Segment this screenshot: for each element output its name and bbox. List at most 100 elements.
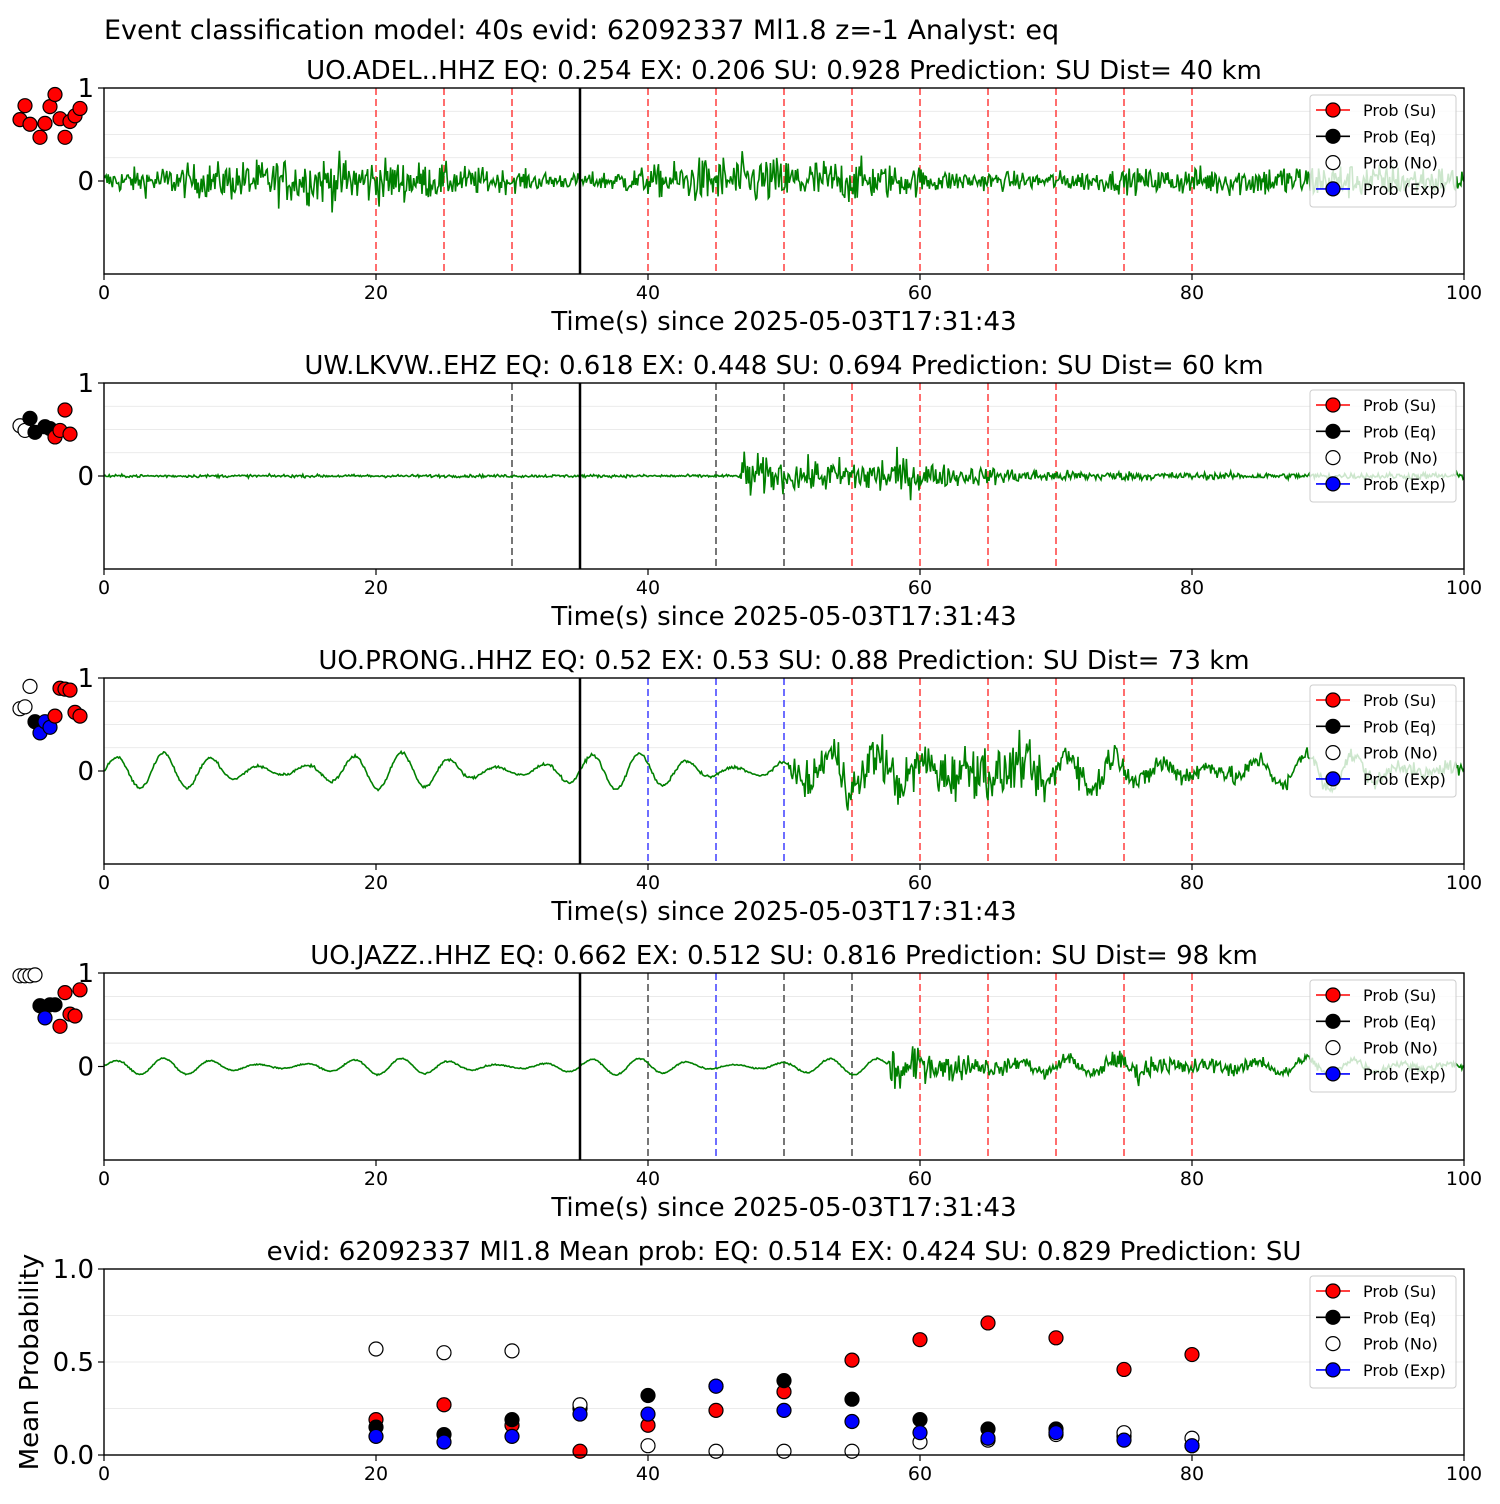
x-tick-label: 100 xyxy=(1446,577,1482,599)
mean-prob-marker-su xyxy=(1116,1361,1132,1378)
probability-marker-su xyxy=(72,708,88,724)
legend-label: Prob (Eq) xyxy=(1363,1012,1436,1031)
x-tick-label: 20 xyxy=(364,1168,388,1190)
subplot-4: 0 20 40 60 80 100 0 1 UO.JAZZ..HHZ EQ: 0.662 EX:… xyxy=(12,941,1482,1223)
seismogram-trace xyxy=(104,1046,1464,1089)
legend-label: Prob (Eq) xyxy=(1363,127,1436,146)
mean-prob-marker-exp xyxy=(436,1434,452,1450)
probability-marker-no xyxy=(17,699,33,715)
probability-marker-exp xyxy=(37,1010,53,1026)
x-axis-label: Time(s) since 2025-05-03T17:31:43 xyxy=(550,307,1016,337)
mean-prob-marker-exp xyxy=(572,1406,588,1422)
mean-prob-marker-su xyxy=(1048,1330,1064,1346)
x-tick-label: 40 xyxy=(636,872,660,894)
mean-prob-marker-exp xyxy=(980,1430,996,1446)
x-tick-label: 40 xyxy=(636,1463,660,1485)
mean-prob-marker-exp xyxy=(912,1425,928,1441)
x-tick-label: 100 xyxy=(1446,1463,1482,1485)
legend-marker-exp xyxy=(1325,1066,1341,1082)
seismogram-trace xyxy=(104,150,1464,213)
mean-prob-marker-su xyxy=(572,1443,588,1459)
legend-marker-su xyxy=(1325,692,1341,708)
mean-prob-marker-exp xyxy=(504,1428,520,1445)
legend-marker-no xyxy=(1325,1039,1341,1056)
mean-prob-marker-exp xyxy=(640,1406,656,1422)
y-tick-label: 0.5 xyxy=(53,1348,94,1378)
probability-marker-su xyxy=(37,115,53,131)
mean-prob-marker-no xyxy=(504,1343,520,1359)
x-tick-label: 100 xyxy=(1446,282,1482,304)
mean-prob-marker-no xyxy=(776,1443,792,1459)
mean-prob-marker-su xyxy=(436,1397,452,1413)
probability-marker-su xyxy=(17,98,33,114)
mean-prob-marker-su xyxy=(1184,1346,1200,1363)
y-tick-label: 1 xyxy=(77,664,94,694)
legend-marker-eq xyxy=(1325,128,1341,144)
mean-prob-marker-exp xyxy=(368,1428,384,1445)
probability-marker-su xyxy=(57,129,73,145)
mean-prob-marker-no xyxy=(640,1438,656,1454)
x-tick-label: 80 xyxy=(1180,1463,1204,1485)
mean-prob-marker-eq xyxy=(844,1391,860,1407)
mean-prob-marker-exp xyxy=(776,1402,792,1418)
legend-marker-no xyxy=(1325,1335,1341,1352)
legend-marker-no xyxy=(1325,744,1341,761)
legend-label: Prob (Exp) xyxy=(1363,770,1446,789)
subplot-title: evid: 62092337 Ml1.8 Mean prob: EQ: 0.51… xyxy=(267,1237,1302,1267)
legend: Prob (Su) Prob (Eq) Prob (No) Prob (Exp) xyxy=(1309,1275,1457,1389)
subplot-title: UW.LKVW..EHZ EQ: 0.618 EX: 0.448 SU: 0.6… xyxy=(304,351,1263,381)
x-tick-label: 80 xyxy=(1180,872,1204,894)
legend-label: Prob (Eq) xyxy=(1363,1308,1436,1327)
legend-marker-eq xyxy=(1325,718,1341,734)
legend-marker-eq xyxy=(1325,1309,1341,1325)
x-tick-label: 20 xyxy=(364,1463,388,1485)
mean-prob-marker-exp xyxy=(1048,1425,1064,1441)
mean-prob-marker-eq xyxy=(776,1372,792,1389)
legend: Prob (Su) Prob (Eq) Prob (No) Prob (Exp) xyxy=(1309,684,1457,798)
probability-marker-su xyxy=(72,100,88,117)
legend-marker-no xyxy=(1325,155,1341,171)
legend-marker-su xyxy=(1325,397,1341,413)
mean-prob-marker-eq xyxy=(640,1387,656,1404)
legend-marker-exp xyxy=(1325,771,1341,787)
y-tick-label: 0 xyxy=(77,462,94,492)
legend-label: Prob (Su) xyxy=(1363,396,1436,415)
legend-label: Prob (No) xyxy=(1363,154,1438,173)
x-tick-label: 100 xyxy=(1446,1168,1482,1190)
probability-marker-su xyxy=(32,129,48,145)
legend-label: Prob (Eq) xyxy=(1363,422,1436,441)
probability-marker-su xyxy=(57,985,73,1001)
legend-label: Prob (Exp) xyxy=(1363,1361,1446,1380)
mean-prob-marker-no xyxy=(436,1345,452,1361)
probability-marker-su xyxy=(62,682,78,698)
legend-label: Prob (Su) xyxy=(1363,101,1436,120)
subplot-5: 0 20 40 60 80 100 0.0 0.5 1.0 evid: 62092337 Ml1.… xyxy=(15,1237,1482,1485)
legend-marker-exp xyxy=(1325,181,1341,197)
x-axis-label: Time(s) since 2025-05-03T17:31:43 xyxy=(550,602,1016,632)
legend-label: Prob (Eq) xyxy=(1363,717,1436,736)
legend-marker-exp xyxy=(1325,476,1341,492)
y-tick-label: 0 xyxy=(77,757,94,787)
probability-marker-su xyxy=(72,982,88,998)
x-tick-label: 40 xyxy=(636,577,660,599)
probability-marker-su xyxy=(22,116,38,132)
x-axis-label: Time(s) since 2025-05-03T17:31:43 xyxy=(550,1193,1016,1223)
legend-box xyxy=(1309,1275,1457,1389)
probability-marker-eq xyxy=(22,410,38,426)
x-tick-label: 80 xyxy=(1180,577,1204,599)
subplot-2: 0 20 40 60 80 100 0 1 UW.LKVW..EHZ EQ: 0.618 EX:… xyxy=(12,351,1482,632)
legend-marker-su xyxy=(1325,102,1341,118)
x-tick-label: 0 xyxy=(98,577,110,599)
mean-prob-marker-exp xyxy=(708,1378,724,1394)
x-tick-label: 0 xyxy=(98,1463,110,1485)
x-tick-label: 60 xyxy=(908,282,932,304)
legend-label: Prob (No) xyxy=(1363,1335,1438,1354)
x-tick-label: 80 xyxy=(1180,282,1204,304)
x-tick-label: 20 xyxy=(364,872,388,894)
mean-prob-marker-su xyxy=(708,1402,724,1418)
mean-prob-marker-su xyxy=(912,1332,928,1348)
mean-prob-marker-exp xyxy=(844,1413,860,1430)
legend-label: Prob (Su) xyxy=(1363,691,1436,710)
legend-box xyxy=(1309,684,1457,798)
